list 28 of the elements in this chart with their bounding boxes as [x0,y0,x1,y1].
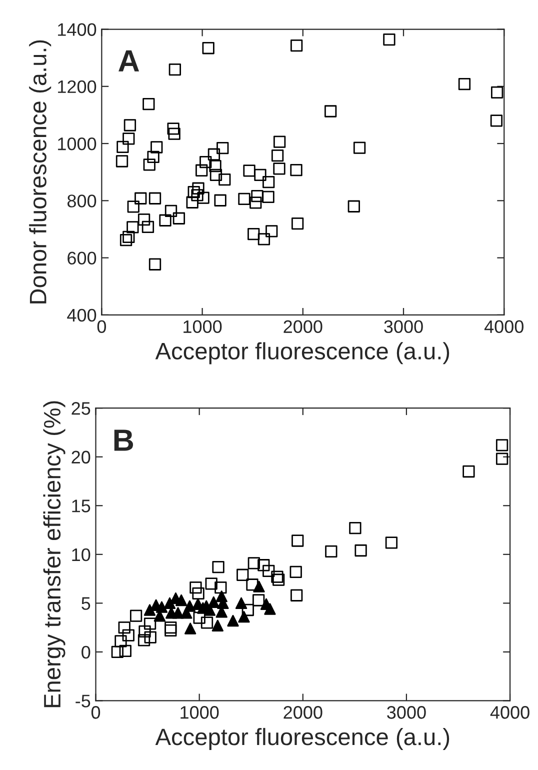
y-tick-label: 15 [72,500,90,512]
y-axis-title: Donor fluorescence (a.u.) [29,40,52,304]
x-tick-label: 3000 [387,706,426,719]
y-tick-label: 0 [82,646,90,659]
x-tick-label: 1000 [180,706,219,719]
annotation: B [114,430,134,451]
x-tick-label: 2000 [284,320,322,334]
y-tick-label: 1000 [58,137,96,150]
y-tick-label: 1400 [58,23,96,36]
x-tick-label: 0 [97,320,106,334]
x-tick-label: 3000 [384,320,423,334]
x-axis-title: Acceptor fluorescence (a.u.) [155,342,450,364]
x-axis-title: Acceptor fluorescence (a.u.) [155,728,450,750]
y-tick-label: 20 [72,450,90,464]
x-tick-label: 4000 [484,320,524,334]
y-axis-title: Energy transfer efficiency (%) [43,401,66,708]
y-tick-label: 800 [67,194,96,208]
x-tick-label: 4000 [490,706,530,719]
y-tick-label: 600 [68,252,96,265]
x-tick-label: 2000 [284,706,322,719]
y-tick-label: 10 [72,548,90,562]
y-tick-label: 25 [72,402,90,415]
annotation: A [118,50,140,72]
y-tick-label: 1200 [58,80,96,94]
y-tick-label: 400 [67,308,96,322]
y-tick-label: -5 [76,694,90,708]
x-tick-label: 1000 [184,320,222,334]
y-tick-label: 5 [82,597,90,610]
